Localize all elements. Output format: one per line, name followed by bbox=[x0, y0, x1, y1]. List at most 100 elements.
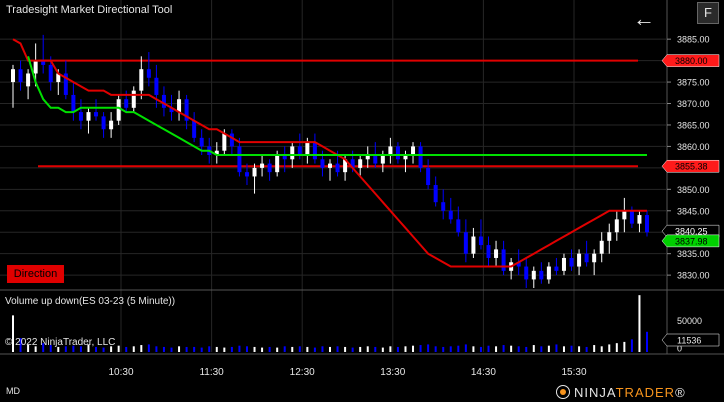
volume-bar bbox=[132, 346, 135, 352]
candle-body bbox=[41, 60, 46, 65]
chart-title: Tradesight Market Directional Tool bbox=[6, 4, 173, 16]
candle-body bbox=[146, 69, 151, 78]
mode-label: MD bbox=[6, 386, 20, 396]
candle-body bbox=[109, 120, 114, 130]
volume-bar bbox=[449, 346, 452, 352]
candle-body bbox=[48, 64, 53, 83]
volume-bar bbox=[298, 346, 301, 352]
candle-body bbox=[290, 146, 295, 160]
volume-bar bbox=[344, 346, 347, 352]
volume-bar bbox=[185, 346, 188, 352]
candle-body bbox=[214, 150, 219, 155]
volume-panel-title: Volume up down(ES 03-23 (5 Minute)) bbox=[5, 296, 176, 307]
candle-body bbox=[463, 232, 468, 254]
volume-bar bbox=[49, 345, 52, 352]
volume-bar bbox=[57, 346, 60, 352]
candle-body bbox=[177, 99, 182, 113]
volume-bar bbox=[555, 344, 558, 352]
brand-right-text: TRADER bbox=[615, 385, 676, 400]
volume-last-tag: 11536 bbox=[677, 336, 701, 346]
volume-bar bbox=[268, 346, 271, 352]
candle-body bbox=[139, 69, 144, 91]
candle-body bbox=[244, 172, 249, 177]
copyright-text: © 2022 NinjaTrader, LLC bbox=[5, 337, 116, 348]
volume-last-tag-bg bbox=[661, 333, 720, 347]
candle-body bbox=[380, 155, 385, 164]
green-trend-line bbox=[27, 56, 647, 156]
volume-bar bbox=[19, 338, 22, 352]
candle-body bbox=[275, 155, 280, 173]
volume-bar bbox=[34, 346, 37, 352]
volume-bar bbox=[389, 346, 392, 352]
candle-body bbox=[577, 253, 582, 267]
candle-body bbox=[26, 73, 31, 87]
y-tick-label: 3885.00 bbox=[677, 35, 710, 45]
price-tag-lower-red-bg bbox=[661, 159, 720, 173]
candle-body bbox=[335, 163, 340, 173]
x-tick-label: 10:30 bbox=[108, 367, 133, 378]
candle-body bbox=[184, 99, 189, 121]
volume-bar bbox=[578, 346, 581, 352]
candle-body bbox=[131, 90, 136, 108]
candle-body bbox=[395, 146, 400, 160]
candle-body bbox=[524, 266, 529, 280]
red-trend-line bbox=[12, 38, 647, 268]
candle-body bbox=[546, 266, 551, 280]
volume-bar bbox=[532, 345, 535, 352]
x-tick-label: 12:30 bbox=[290, 367, 315, 378]
back-arrow-icon[interactable]: ← bbox=[633, 6, 655, 31]
candle-body bbox=[645, 215, 649, 233]
volume-bar bbox=[517, 346, 520, 352]
volume-bar bbox=[419, 345, 422, 352]
brand-left-text: NINJA bbox=[574, 385, 616, 400]
volume-bar bbox=[623, 341, 626, 352]
candle-body bbox=[229, 133, 234, 147]
volume-bar bbox=[223, 347, 226, 352]
volume-bar bbox=[366, 346, 369, 352]
ninjatrader-logo-icon bbox=[556, 385, 570, 399]
price-tag-last: 3840.25 bbox=[675, 227, 708, 237]
candle-body bbox=[494, 249, 499, 258]
volume-bar bbox=[87, 344, 90, 352]
candle-body bbox=[478, 236, 483, 246]
y-tick-label: 3850.00 bbox=[677, 185, 710, 195]
candlestick-series[interactable] bbox=[11, 34, 649, 288]
price-tag-green: 3837.98 bbox=[675, 236, 708, 246]
volume-bar bbox=[72, 345, 75, 352]
volume-bar bbox=[208, 346, 211, 352]
direction-button[interactable]: Direction bbox=[7, 265, 64, 283]
candle-body bbox=[411, 146, 416, 155]
volume-bar bbox=[306, 346, 309, 352]
volume-bar bbox=[570, 345, 573, 352]
x-tick-label: 15:30 bbox=[561, 367, 586, 378]
candle-body bbox=[456, 219, 461, 233]
volume-bar bbox=[396, 346, 399, 352]
candle-body bbox=[373, 155, 378, 164]
volume-bar bbox=[646, 331, 648, 352]
volume-bar bbox=[547, 345, 550, 352]
volume-bar bbox=[464, 344, 467, 352]
volume-bar bbox=[638, 295, 641, 352]
candle-body bbox=[426, 167, 431, 186]
candle-body bbox=[637, 215, 642, 224]
ninjatrader-logo: NINJATRADER® bbox=[556, 385, 686, 400]
volume-bar bbox=[457, 345, 460, 352]
candle-body bbox=[629, 210, 634, 224]
candle-body bbox=[516, 262, 521, 267]
indicator-lines bbox=[12, 38, 647, 268]
volume-bar bbox=[427, 344, 430, 352]
candle-body bbox=[154, 77, 159, 95]
candle-body bbox=[161, 94, 166, 108]
candle-body bbox=[539, 270, 544, 280]
volume-bar bbox=[117, 345, 120, 352]
float-button[interactable]: F bbox=[697, 2, 719, 24]
candle-body bbox=[267, 163, 272, 173]
volume-tick-label: 0 bbox=[677, 344, 682, 354]
volume-bar bbox=[329, 346, 331, 352]
candle-body bbox=[252, 167, 257, 177]
volume-bar bbox=[608, 344, 611, 352]
volume-bar bbox=[162, 346, 165, 352]
volume-bar bbox=[283, 346, 286, 352]
